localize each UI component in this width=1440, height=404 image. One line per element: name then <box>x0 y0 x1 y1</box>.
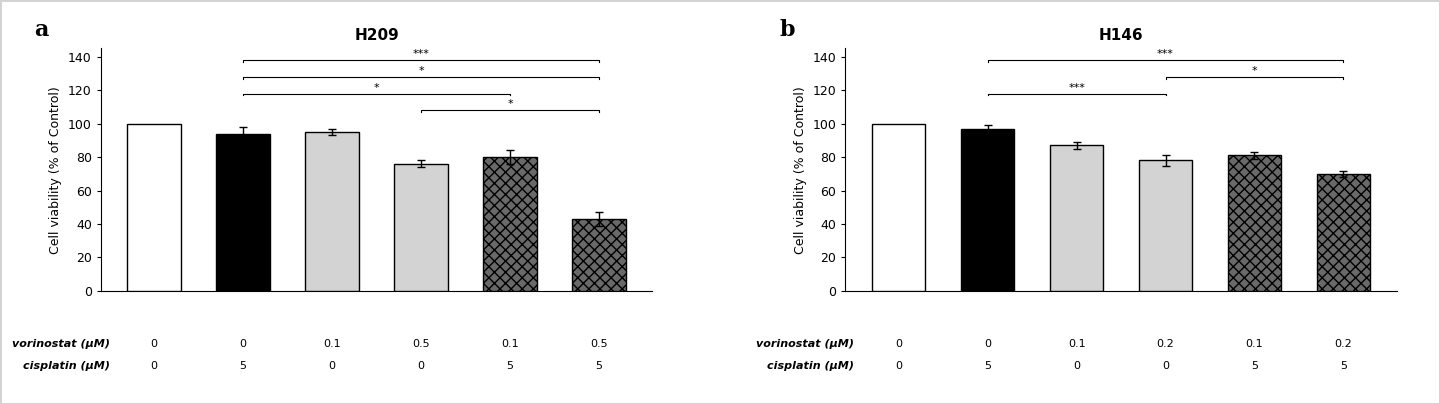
Text: 0.2: 0.2 <box>1335 339 1352 349</box>
Text: 0: 0 <box>239 339 246 349</box>
Bar <box>873 124 926 291</box>
Text: ***: *** <box>1158 49 1174 59</box>
Text: 0: 0 <box>328 361 336 371</box>
Bar <box>1228 156 1282 291</box>
Bar <box>572 219 625 291</box>
Bar <box>960 129 1014 291</box>
Bar <box>1139 160 1192 291</box>
Y-axis label: Cell viability (% of Control): Cell viability (% of Control) <box>793 86 806 254</box>
Text: 0: 0 <box>418 361 425 371</box>
Text: cisplatin (μM): cisplatin (μM) <box>23 361 109 371</box>
Text: 5: 5 <box>239 361 246 371</box>
Text: *: * <box>374 83 379 93</box>
Text: 0: 0 <box>896 339 903 349</box>
Text: vorinostat (μM): vorinostat (μM) <box>12 339 109 349</box>
Text: 0.1: 0.1 <box>1246 339 1263 349</box>
Text: 0: 0 <box>151 361 157 371</box>
Text: 0.1: 0.1 <box>1068 339 1086 349</box>
Bar <box>128 124 181 291</box>
Bar <box>1050 145 1103 291</box>
Text: b: b <box>779 19 795 41</box>
Text: 5: 5 <box>595 361 602 371</box>
Text: 0.2: 0.2 <box>1156 339 1175 349</box>
Bar <box>484 157 537 291</box>
Bar <box>395 164 448 291</box>
Text: ***: *** <box>1068 83 1084 93</box>
Text: 0: 0 <box>1073 361 1080 371</box>
Text: *: * <box>418 66 423 76</box>
Text: ***: *** <box>413 49 429 59</box>
Text: 0.1: 0.1 <box>501 339 518 349</box>
Text: cisplatin (μM): cisplatin (μM) <box>768 361 854 371</box>
Text: 5: 5 <box>507 361 514 371</box>
Title: H209: H209 <box>354 28 399 43</box>
Bar <box>305 132 359 291</box>
Text: 0.1: 0.1 <box>323 339 341 349</box>
Bar <box>216 134 269 291</box>
Text: 0: 0 <box>1162 361 1169 371</box>
Text: *: * <box>1251 66 1257 76</box>
Bar <box>1316 174 1369 291</box>
Text: 5: 5 <box>1341 361 1346 371</box>
Text: 0.5: 0.5 <box>590 339 608 349</box>
Text: 0: 0 <box>151 339 157 349</box>
Text: 0.5: 0.5 <box>412 339 429 349</box>
Text: vorinostat (μM): vorinostat (μM) <box>756 339 854 349</box>
Text: 0: 0 <box>984 339 991 349</box>
Text: 5: 5 <box>984 361 991 371</box>
Title: H146: H146 <box>1099 28 1143 43</box>
Text: *: * <box>507 99 513 109</box>
Text: 0: 0 <box>896 361 903 371</box>
Text: 5: 5 <box>1251 361 1259 371</box>
Y-axis label: Cell viability (% of Control): Cell viability (% of Control) <box>49 86 62 254</box>
Text: a: a <box>35 19 49 41</box>
